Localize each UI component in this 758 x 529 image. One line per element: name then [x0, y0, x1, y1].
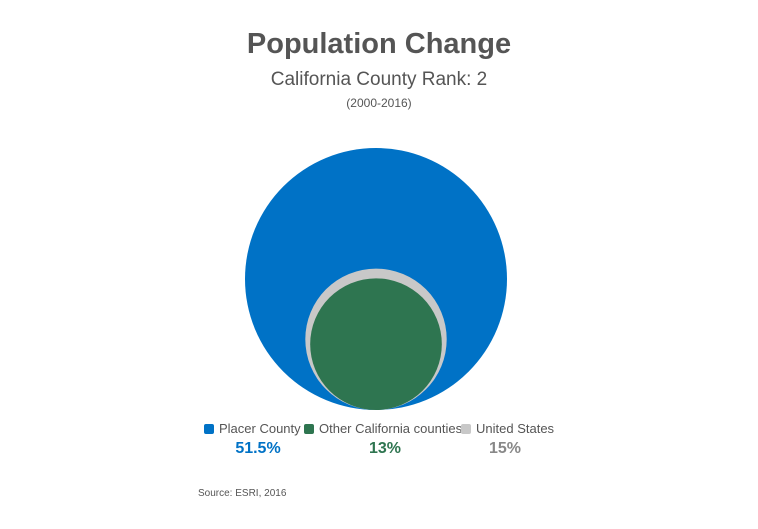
legend-label-placer: Placer County — [219, 421, 301, 436]
legend-item-other-ca: Other California counties — [304, 421, 462, 436]
legend-swatch-placer — [204, 423, 214, 434]
legend-item-placer: Placer County — [204, 421, 301, 436]
source-note: Source: ESRI, 2016 — [198, 488, 287, 499]
value-label-other-ca: 13% — [368, 440, 402, 457]
chart-subtitle: California County Rank: 2 — [270, 69, 488, 90]
legend-label-other-ca: Other California counties — [319, 421, 463, 436]
chart-title: Population Change — [246, 28, 512, 60]
legend-swatch-us — [461, 423, 471, 434]
legend-swatch-other-ca — [304, 423, 314, 434]
legend-item-us: United States — [461, 421, 554, 436]
value-label-us: 15% — [488, 440, 522, 457]
legend-label-us: United States — [476, 421, 555, 436]
chart-period: (2000-2016) — [346, 96, 412, 110]
bubble-other-california-counties — [310, 278, 442, 410]
value-label-placer: 51.5% — [235, 440, 281, 457]
